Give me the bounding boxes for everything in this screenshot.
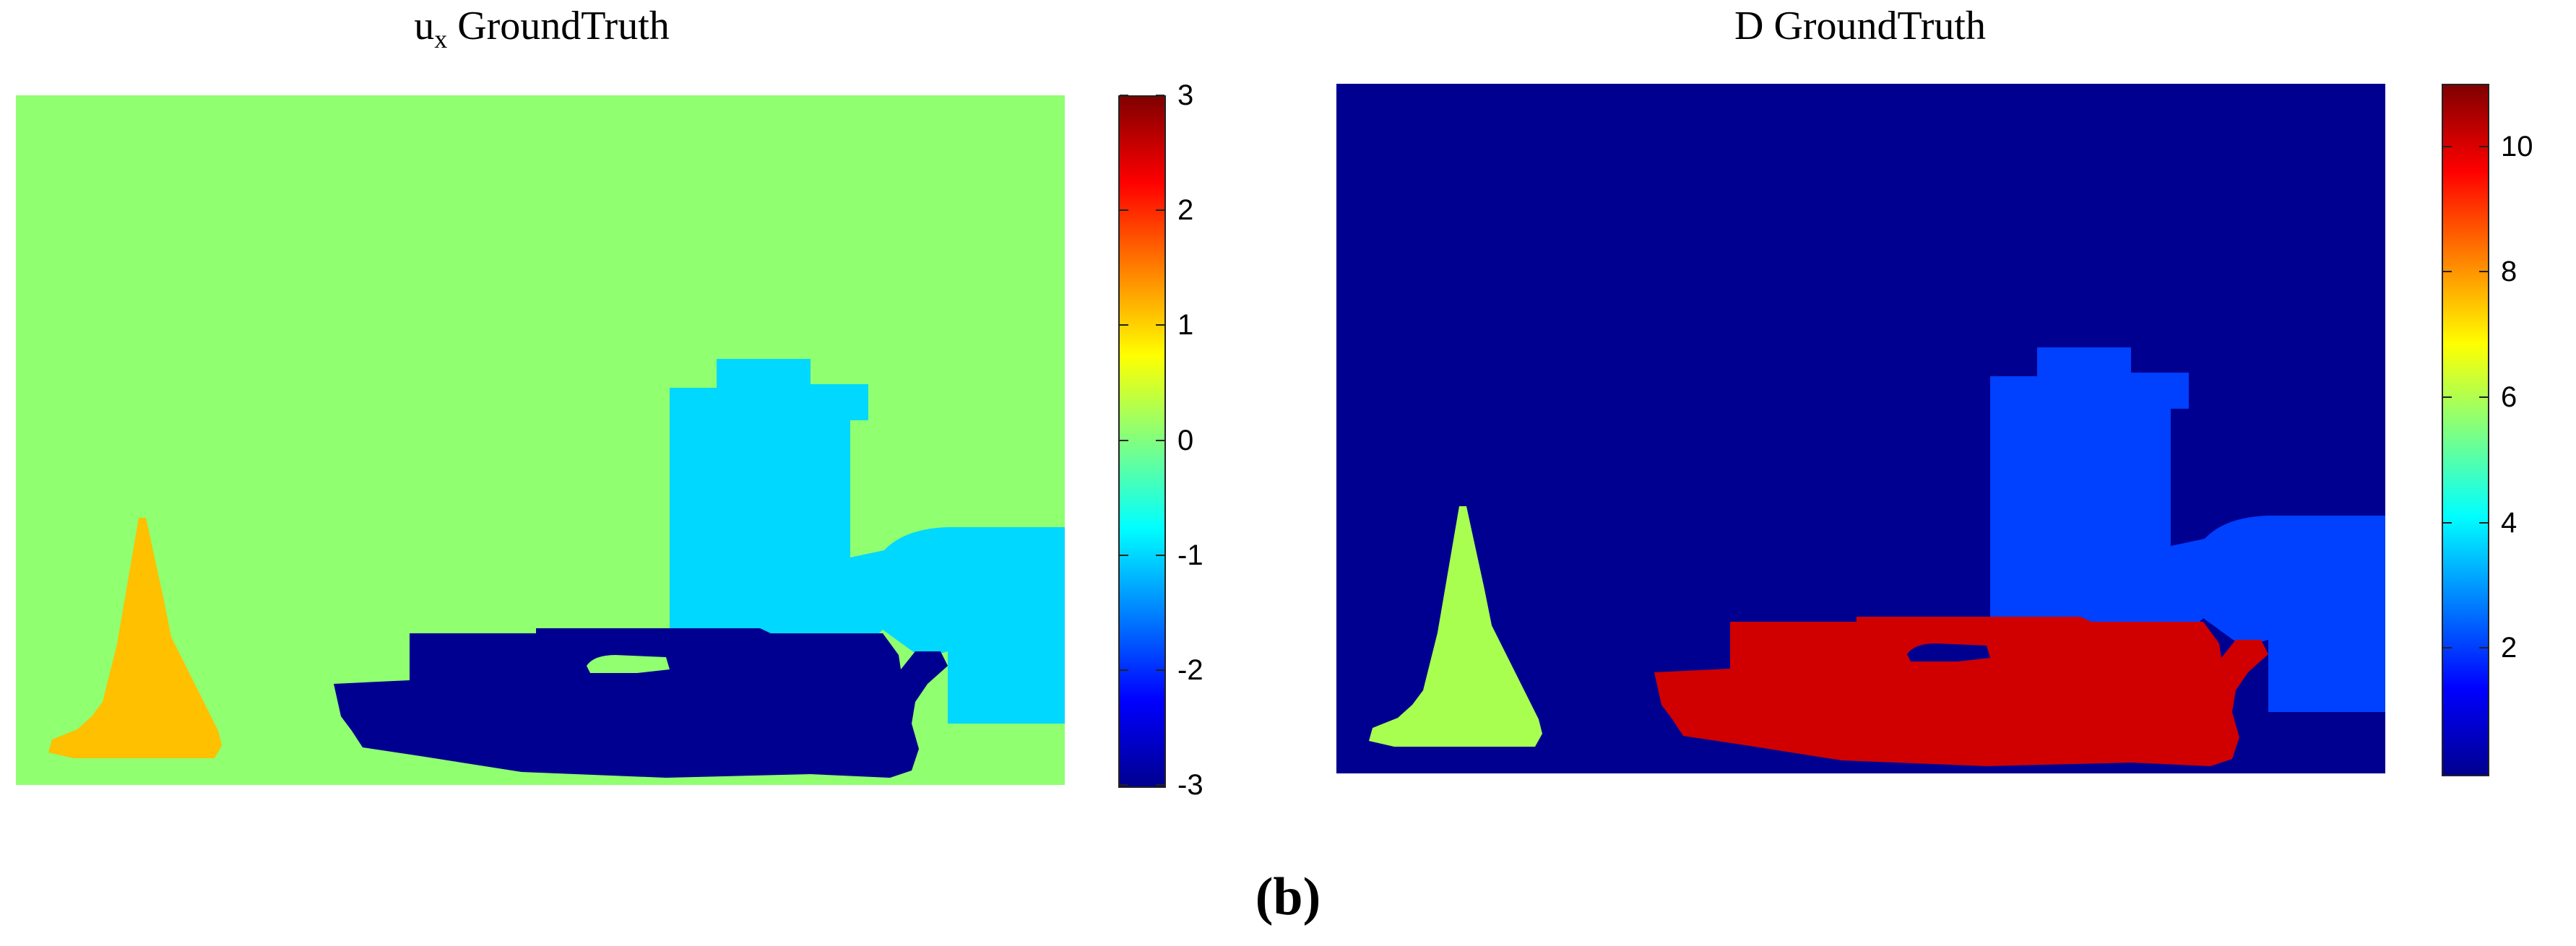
colorbar-1-tick-mark bbox=[1120, 324, 1128, 326]
colorbar-1-tick-mark bbox=[1156, 439, 1164, 441]
colorbar-1-tick-mark bbox=[1120, 669, 1128, 671]
panel-1-title-rest: GroundTruth bbox=[447, 4, 670, 48]
colorbar-2-tick-mark bbox=[2479, 521, 2488, 524]
colorbar-1-tick-mark bbox=[1156, 554, 1164, 556]
colorbar-1-tick-mark bbox=[1156, 784, 1164, 786]
colorbar-2-tick-label: 10 bbox=[2501, 130, 2533, 162]
colorbar-2-tick-mark bbox=[2443, 145, 2452, 147]
colorbar-1-tick-mark bbox=[1120, 439, 1128, 441]
panel-2-colorbar bbox=[2442, 84, 2489, 776]
colorbar-2-tick-label: 8 bbox=[2501, 256, 2517, 288]
panel-1-colorbar bbox=[1118, 95, 1166, 788]
colorbar-1-tick-mark bbox=[1156, 669, 1164, 671]
panel-2-title-main: D GroundTruth bbox=[1734, 4, 1986, 48]
colorbar-1-tick-mark bbox=[1120, 784, 1128, 786]
figure-caption: (b) bbox=[1255, 867, 1321, 927]
colorbar-1-tick-label: -1 bbox=[1177, 539, 1203, 571]
panel-1-title: ux GroundTruth bbox=[14, 3, 1069, 53]
colorbar-2-tick-mark bbox=[2443, 396, 2452, 399]
map-1-sailboat bbox=[48, 518, 222, 758]
colorbar-1-tick-label: 3 bbox=[1177, 79, 1194, 111]
colorbar-1-tick-label: 0 bbox=[1177, 424, 1194, 456]
panel-2-title: D GroundTruth bbox=[1336, 3, 2384, 49]
map-2-sailboat bbox=[1369, 506, 1542, 747]
colorbar-2-tick-label: 4 bbox=[2501, 506, 2517, 539]
colorbar-2-tick-label: 6 bbox=[2501, 381, 2517, 414]
panel-2-depth-map bbox=[1336, 84, 2385, 773]
colorbar-1-tick-label: -3 bbox=[1177, 769, 1203, 801]
colorbar-1-tick-mark bbox=[1156, 324, 1164, 326]
panel-1-depth-map bbox=[16, 95, 1065, 785]
colorbar-1-tick-label: -2 bbox=[1177, 654, 1203, 686]
colorbar-1-tick-label: 1 bbox=[1177, 309, 1194, 342]
panel-1-title-main: u bbox=[414, 4, 435, 48]
colorbar-2-tick-mark bbox=[2443, 647, 2452, 649]
colorbar-2-tick-mark bbox=[2443, 521, 2452, 524]
colorbar-2-tick-mark bbox=[2443, 271, 2452, 273]
colorbar-2-tick-label: 2 bbox=[2501, 632, 2517, 664]
map-2-boat-cutout bbox=[1907, 643, 1990, 661]
panel-1-title-sub: x bbox=[434, 25, 448, 53]
colorbar-2-tick-mark bbox=[2479, 145, 2488, 147]
map-1-boat bbox=[334, 628, 948, 778]
colorbar-2-tick-mark bbox=[2479, 396, 2488, 399]
map-2-boat bbox=[1654, 617, 2268, 766]
colorbar-2-tick-mark bbox=[2479, 647, 2488, 649]
map-1-boat-cutout bbox=[587, 655, 670, 673]
colorbar-2-tick-mark bbox=[2479, 271, 2488, 273]
colorbar-1-tick-mark bbox=[1156, 95, 1164, 96]
colorbar-1-tick-mark bbox=[1120, 209, 1128, 212]
colorbar-1-tick-mark bbox=[1120, 554, 1128, 556]
colorbar-1-tick-mark bbox=[1120, 95, 1128, 96]
colorbar-1-tick-label: 2 bbox=[1177, 194, 1194, 227]
colorbar-1-tick-mark bbox=[1156, 209, 1164, 212]
